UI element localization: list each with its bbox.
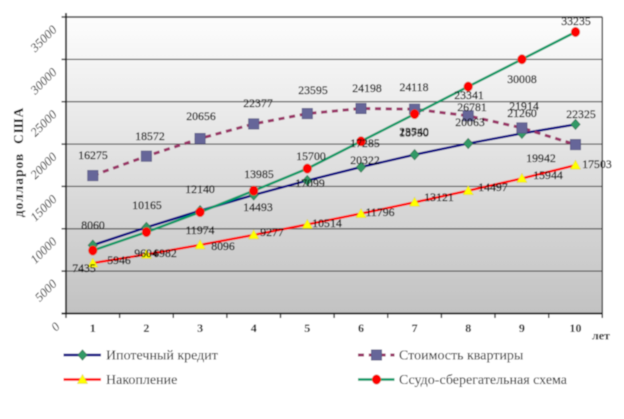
svg-text:лет: лет	[592, 329, 610, 343]
svg-text:22377: 22377	[243, 96, 273, 110]
svg-text:18750: 18750	[399, 126, 429, 140]
svg-text:5946: 5946	[107, 253, 131, 267]
svg-text:17285: 17285	[350, 136, 380, 150]
svg-text:6982: 6982	[153, 246, 177, 260]
svg-text:11796: 11796	[365, 205, 394, 219]
svg-text:24198: 24198	[352, 81, 382, 95]
svg-text:23540: 23540	[399, 125, 429, 139]
svg-text:16275: 16275	[78, 148, 108, 162]
svg-text:12140: 12140	[185, 182, 215, 196]
svg-text:8060: 8060	[81, 218, 105, 232]
svg-text:5: 5	[304, 321, 310, 335]
svg-text:4: 4	[251, 321, 257, 335]
svg-text:30008: 30008	[507, 72, 537, 86]
svg-text:15700: 15700	[296, 149, 326, 163]
svg-text:6: 6	[358, 321, 364, 335]
svg-text:9277: 9277	[260, 225, 284, 239]
svg-text:19942: 19942	[526, 151, 556, 165]
svg-text:10165: 10165	[132, 198, 162, 212]
svg-text:20656: 20656	[186, 109, 216, 123]
svg-text:17099: 17099	[295, 176, 325, 190]
svg-text:14493: 14493	[243, 200, 273, 214]
svg-text:8: 8	[465, 321, 471, 335]
svg-text:14497: 14497	[478, 180, 508, 194]
svg-text:17503: 17503	[582, 157, 612, 171]
svg-text:15944: 15944	[533, 168, 563, 182]
svg-text:Ссудо-сберегательная схема: Ссудо-сберегательная схема	[399, 373, 568, 388]
svg-text:7435: 7435	[72, 261, 96, 275]
svg-text:26781: 26781	[457, 100, 487, 114]
svg-text:3: 3	[197, 321, 203, 335]
svg-text:23341: 23341	[454, 88, 484, 102]
svg-text:долларов США: долларов США	[11, 107, 26, 218]
svg-text:7: 7	[412, 321, 418, 335]
svg-text:21914: 21914	[509, 99, 539, 113]
svg-text:23595: 23595	[298, 83, 328, 97]
svg-text:Накопление: Накопление	[106, 373, 177, 388]
svg-text:18572: 18572	[135, 129, 165, 143]
svg-text:2: 2	[143, 321, 149, 335]
svg-text:13985: 13985	[244, 167, 274, 181]
svg-text:9604: 9604	[134, 246, 158, 260]
svg-text:33235: 33235	[561, 14, 591, 28]
svg-text:13121: 13121	[424, 190, 454, 204]
svg-text:11974: 11974	[185, 223, 214, 237]
svg-text:1: 1	[90, 321, 96, 335]
svg-text:Стоимость квартиры: Стоимость квартиры	[399, 349, 524, 364]
svg-text:21260: 21260	[507, 106, 537, 120]
svg-text:24118: 24118	[399, 80, 428, 94]
svg-text:9: 9	[519, 321, 525, 335]
svg-text:20063: 20063	[455, 115, 485, 129]
svg-text:10: 10	[570, 321, 582, 335]
svg-text:22325: 22325	[566, 107, 596, 121]
svg-text:Ипотечный кредит: Ипотечный кредит	[106, 349, 218, 364]
svg-text:8096: 8096	[211, 239, 235, 253]
svg-text:10514: 10514	[312, 216, 342, 230]
svg-text:20322: 20322	[350, 153, 380, 167]
